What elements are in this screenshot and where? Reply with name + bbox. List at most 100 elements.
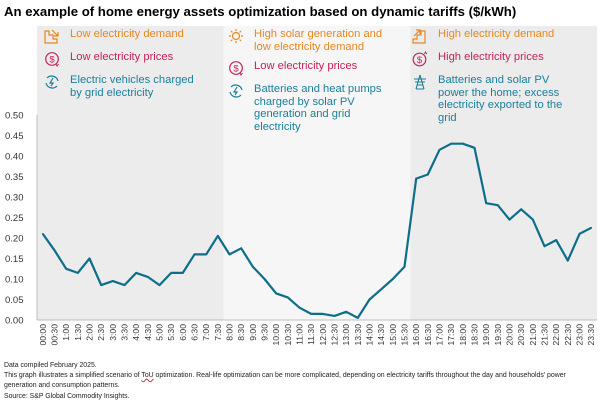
y-tick-label: 0.10 bbox=[5, 275, 24, 286]
data-point bbox=[403, 265, 406, 268]
data-point bbox=[415, 177, 418, 180]
data-point bbox=[205, 253, 208, 256]
y-tick-label: 0.50 bbox=[5, 111, 24, 122]
data-point bbox=[275, 292, 278, 295]
x-tick-label: 21:00 bbox=[528, 324, 538, 346]
y-tick-label: 0.15 bbox=[5, 254, 24, 265]
note-disclaimer-post: optimization. Real-life optimization can… bbox=[4, 372, 566, 390]
x-tick-label: 9:30 bbox=[260, 324, 270, 341]
data-point bbox=[345, 310, 348, 313]
data-point bbox=[100, 284, 103, 287]
data-point bbox=[88, 257, 91, 260]
data-point bbox=[461, 142, 464, 145]
data-point bbox=[555, 239, 558, 241]
data-point bbox=[146, 276, 149, 278]
y-tick-label: 0.00 bbox=[5, 316, 24, 327]
data-point bbox=[158, 284, 161, 287]
legend-column-2: High electricity demand $ High electricity… bbox=[412, 28, 562, 131]
x-tick-label: 5:30 bbox=[166, 324, 176, 341]
data-point bbox=[450, 142, 453, 145]
x-tick-label: 3:00 bbox=[108, 324, 118, 341]
x-tick-label: 4:30 bbox=[143, 324, 153, 341]
data-point bbox=[310, 312, 313, 315]
dollar-down-icon: $ bbox=[44, 51, 60, 67]
data-point bbox=[520, 208, 523, 211]
x-tick-label: 00:30 bbox=[50, 324, 60, 346]
x-tick-label: 16:30 bbox=[423, 324, 433, 346]
legend-item-line: Batteries and solar PV bbox=[438, 74, 550, 86]
legend-item-line: High solar generation and bbox=[254, 28, 383, 40]
legend-item: $ High electricity prices bbox=[412, 51, 562, 67]
legend-item-line: by grid electricity bbox=[70, 86, 154, 99]
legend-item-label: Batteries and heat pumps charged by solar… bbox=[254, 83, 382, 133]
x-tick-label: 7:30 bbox=[213, 324, 223, 341]
legend-item-line: power the home; excess bbox=[438, 86, 560, 99]
x-tick-label: 13:30 bbox=[353, 324, 363, 346]
data-point bbox=[543, 245, 546, 248]
x-tick-label: 20:30 bbox=[516, 324, 526, 346]
legend-item-label: High solar generation and low electricity… bbox=[254, 28, 382, 53]
data-point bbox=[298, 306, 301, 309]
y-tick-label: 0.45 bbox=[5, 131, 24, 142]
x-tick-label: 19:30 bbox=[493, 324, 503, 346]
data-point bbox=[193, 253, 196, 256]
svg-text:$: $ bbox=[233, 64, 239, 75]
data-point bbox=[111, 280, 114, 282]
data-point bbox=[240, 247, 243, 250]
legend-item-line: Low electricity demand bbox=[70, 28, 184, 40]
data-point bbox=[426, 173, 429, 176]
x-tick-label: 15:30 bbox=[400, 324, 410, 346]
x-tick-label: 10:30 bbox=[283, 324, 293, 346]
note-tou-abbrev: ToU bbox=[141, 372, 154, 380]
legend-column-1: High solar generation and low electricity… bbox=[228, 28, 382, 140]
data-point bbox=[321, 312, 324, 315]
x-tick-label: 23:30 bbox=[586, 324, 596, 346]
x-tick-label: 14:00 bbox=[365, 324, 375, 346]
x-tick-label: 17:30 bbox=[446, 324, 456, 346]
x-tick-label: 19:00 bbox=[481, 324, 491, 346]
x-tick-label: 11:00 bbox=[295, 324, 305, 345]
y-tick-label: 0.20 bbox=[5, 234, 24, 245]
data-point bbox=[590, 226, 593, 229]
data-point bbox=[181, 271, 184, 274]
band-2 bbox=[410, 26, 597, 320]
chart-notes: Data compiled February 2025. This graph … bbox=[4, 361, 600, 402]
data-point bbox=[263, 278, 266, 280]
x-tick-label: 1:00 bbox=[61, 324, 71, 341]
background-bands bbox=[37, 26, 597, 320]
x-tick-label: 13:00 bbox=[341, 324, 351, 346]
svg-text:$: $ bbox=[417, 55, 423, 66]
legend-item-line: Low electricity prices bbox=[70, 51, 174, 63]
legend-item-label: Electric vehicles charged by grid electri… bbox=[70, 74, 194, 99]
svg-text:$: $ bbox=[49, 55, 55, 66]
legend-item-label: Batteries and solar PV power the home; ex… bbox=[438, 74, 562, 124]
chart-title: An example of home energy assets optimiz… bbox=[4, 4, 517, 19]
x-tick-label: 16:00 bbox=[411, 324, 421, 346]
x-tick-label: 8:00 bbox=[225, 324, 235, 341]
x-tick-label: 00:00 bbox=[38, 324, 48, 346]
legend-item-line: generation and grid bbox=[254, 108, 351, 120]
data-point bbox=[65, 267, 68, 270]
legend-item-label: Low electricity demand bbox=[70, 28, 184, 41]
legend-item-label: High electricity prices bbox=[438, 51, 544, 64]
legend-item-label: Low electricity prices bbox=[70, 51, 173, 64]
legend-item-line: electricity exported to the bbox=[438, 99, 563, 111]
legend-item-line: Electric vehicles charged bbox=[70, 74, 194, 86]
x-tick-label: 9:00 bbox=[248, 324, 258, 341]
x-tick-label: 11:30 bbox=[306, 324, 316, 345]
x-tick-label: 20:00 bbox=[505, 324, 515, 346]
charging-cycle-icon bbox=[228, 83, 244, 99]
legend-item-line: low electricity demand bbox=[254, 40, 365, 53]
legend-item: High electricity demand bbox=[412, 28, 562, 44]
x-tick-label: 3:30 bbox=[120, 324, 130, 341]
data-point bbox=[53, 249, 56, 252]
x-tick-label: 12:00 bbox=[318, 324, 328, 346]
data-point bbox=[76, 271, 79, 274]
note-disclaimer-pre: This graph illustrates a simplified scen… bbox=[4, 372, 142, 380]
data-point bbox=[333, 315, 336, 317]
data-point bbox=[473, 146, 476, 149]
data-point bbox=[356, 317, 359, 319]
data-point bbox=[123, 284, 126, 287]
data-point bbox=[531, 218, 534, 221]
legend-item: $ Low electricity prices bbox=[44, 51, 194, 67]
